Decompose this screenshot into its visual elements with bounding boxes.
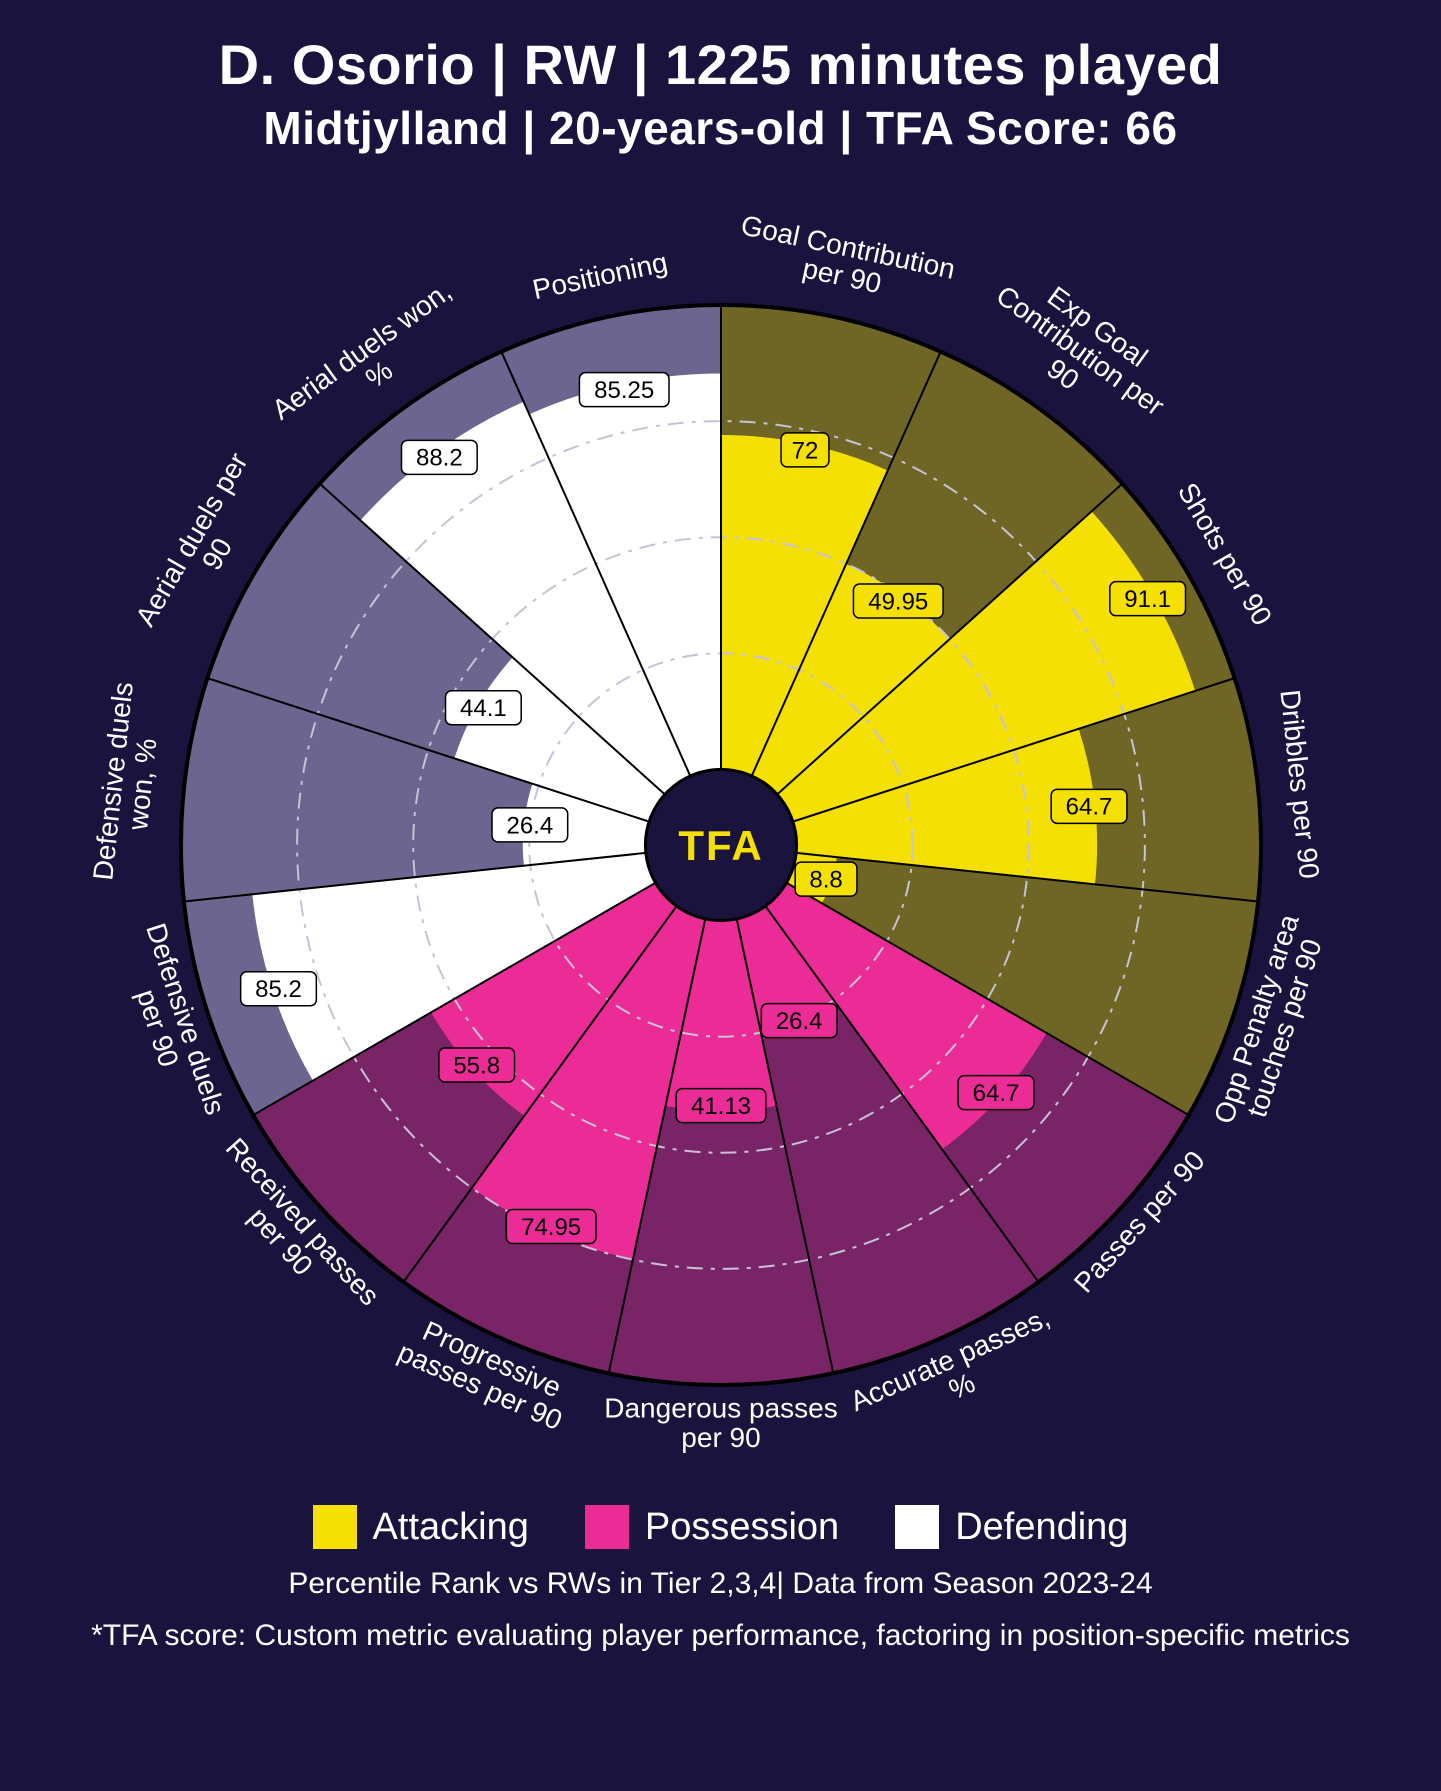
metric-label: Dangerous passes [604, 1392, 837, 1423]
value-label: 85.25 [579, 373, 669, 407]
value-label: 44.1 [445, 691, 521, 725]
svg-text:72: 72 [791, 437, 818, 464]
value-label: 64.7 [958, 1076, 1034, 1110]
polar-bar-chart: TFA 72 49.95 91.1 64.7 8.8 64.7 26.4 41.13 74.95 5… [71, 175, 1371, 1495]
metric-label: per 90 [681, 1422, 760, 1453]
polar-chart-container: TFA 72 49.95 91.1 64.7 8.8 64.7 26.4 41.13 74.95 5… [0, 175, 1441, 1495]
svg-text:74.95: 74.95 [521, 1214, 581, 1241]
value-label: 85.2 [240, 972, 316, 1006]
metric-label: Dribbles per 90 [1274, 688, 1325, 880]
legend-item: Attacking [313, 1505, 529, 1549]
footnote-1: Percentile Rank vs RWs in Tier 2,3,4| Da… [0, 1567, 1441, 1601]
legend-label: Defending [955, 1506, 1128, 1549]
svg-text:88.2: 88.2 [415, 445, 462, 472]
title-line2: Midtjylland | 20-years-old | TFA Score: … [0, 101, 1441, 155]
svg-text:26.4: 26.4 [775, 1008, 822, 1035]
title-block: D. Osorio | RW | 1225 minutes played Mid… [0, 0, 1441, 155]
legend: Attacking Possession Defending [0, 1505, 1441, 1549]
legend-item: Possession [585, 1505, 839, 1549]
svg-text:41.13: 41.13 [690, 1093, 750, 1120]
legend-swatch [585, 1505, 629, 1549]
title-line1: D. Osorio | RW | 1225 minutes played [0, 32, 1441, 97]
value-label: 55.8 [438, 1048, 514, 1082]
svg-text:85.2: 85.2 [255, 976, 302, 1003]
svg-text:85.25: 85.25 [594, 377, 654, 404]
svg-text:55.8: 55.8 [453, 1052, 500, 1079]
legend-label: Attacking [373, 1506, 529, 1549]
metric-label: Aerial duels per [129, 447, 253, 631]
svg-text:8.8: 8.8 [809, 867, 842, 894]
svg-text:44.1: 44.1 [460, 695, 507, 722]
legend-item: Defending [895, 1505, 1128, 1549]
value-label: 26.4 [492, 808, 568, 842]
value-label: 91.1 [1109, 582, 1185, 616]
svg-text:49.95: 49.95 [868, 588, 928, 615]
value-label: 64.7 [1051, 789, 1127, 823]
value-label: 88.2 [401, 440, 477, 474]
legend-swatch [895, 1505, 939, 1549]
svg-text:91.1: 91.1 [1124, 586, 1171, 613]
svg-text:26.4: 26.4 [506, 812, 553, 839]
svg-text:64.7: 64.7 [1065, 794, 1112, 821]
value-label: 74.95 [506, 1210, 596, 1244]
footnote-2: *TFA score: Custom metric evaluating pla… [0, 1619, 1441, 1653]
value-label: 26.4 [761, 1004, 837, 1038]
legend-label: Possession [645, 1506, 839, 1549]
metric-label: Positioning [529, 246, 669, 305]
value-label: 72 [781, 433, 829, 467]
value-label: 8.8 [795, 862, 857, 896]
value-label: 41.13 [676, 1089, 766, 1123]
legend-swatch [313, 1505, 357, 1549]
svg-text:64.7: 64.7 [972, 1080, 1019, 1107]
hub-label: TFA [678, 822, 763, 869]
value-label: 49.95 [853, 584, 943, 618]
